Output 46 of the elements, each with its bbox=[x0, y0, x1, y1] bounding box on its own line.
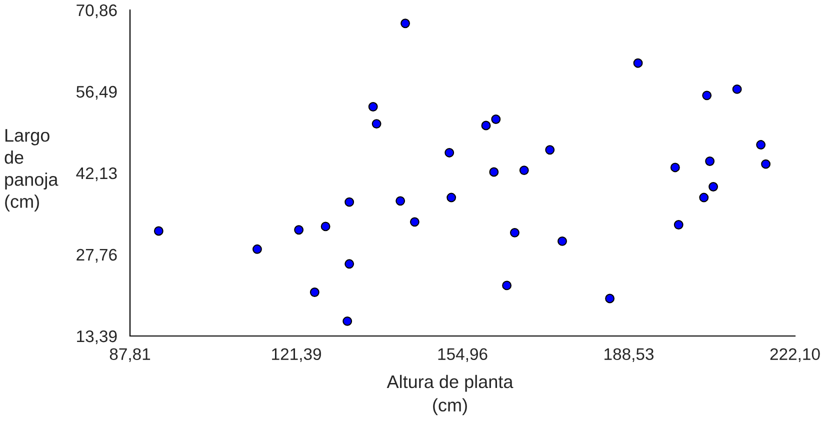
point bbox=[545, 145, 555, 155]
point bbox=[708, 182, 718, 192]
point bbox=[344, 259, 354, 269]
x-tick-label: 222,10 bbox=[770, 348, 820, 362]
point bbox=[400, 18, 410, 28]
y-tick-label: 27,76 bbox=[76, 248, 117, 263]
point bbox=[756, 140, 766, 150]
point bbox=[396, 196, 406, 206]
point bbox=[368, 102, 378, 112]
y-tick-label: 70,86 bbox=[76, 4, 117, 18]
point bbox=[444, 148, 454, 158]
x-tick-label: 87,81 bbox=[110, 348, 150, 362]
point bbox=[732, 84, 742, 94]
y-axis-title: Largo de panoja (cm) bbox=[4, 129, 58, 212]
point bbox=[519, 166, 529, 176]
y-tick-label: 56,49 bbox=[76, 86, 117, 100]
point bbox=[342, 316, 352, 326]
x-tick-label: 188,53 bbox=[604, 348, 654, 362]
point bbox=[761, 159, 771, 169]
point bbox=[502, 280, 512, 290]
point bbox=[633, 58, 643, 68]
point bbox=[605, 294, 615, 304]
point bbox=[481, 120, 491, 130]
point bbox=[154, 226, 164, 236]
point bbox=[320, 222, 330, 232]
point bbox=[705, 156, 715, 166]
point bbox=[702, 90, 712, 100]
point bbox=[670, 162, 680, 172]
point bbox=[252, 244, 262, 254]
point bbox=[674, 220, 684, 230]
x-tick-label: 154,96 bbox=[438, 348, 488, 362]
x-tick-label: 121,39 bbox=[272, 348, 321, 362]
point bbox=[510, 228, 520, 238]
point bbox=[558, 236, 567, 246]
point bbox=[410, 217, 420, 227]
y-tick-label: 42,13 bbox=[76, 167, 117, 182]
y-tick-label: 13,39 bbox=[77, 330, 117, 344]
point bbox=[489, 167, 499, 177]
point bbox=[446, 192, 456, 202]
point bbox=[310, 288, 320, 297]
point bbox=[372, 119, 382, 129]
point bbox=[344, 197, 354, 207]
point bbox=[491, 114, 501, 124]
point bbox=[699, 192, 709, 202]
x-axis-title: Altura de planta (cm) bbox=[386, 374, 514, 416]
point bbox=[294, 225, 304, 235]
